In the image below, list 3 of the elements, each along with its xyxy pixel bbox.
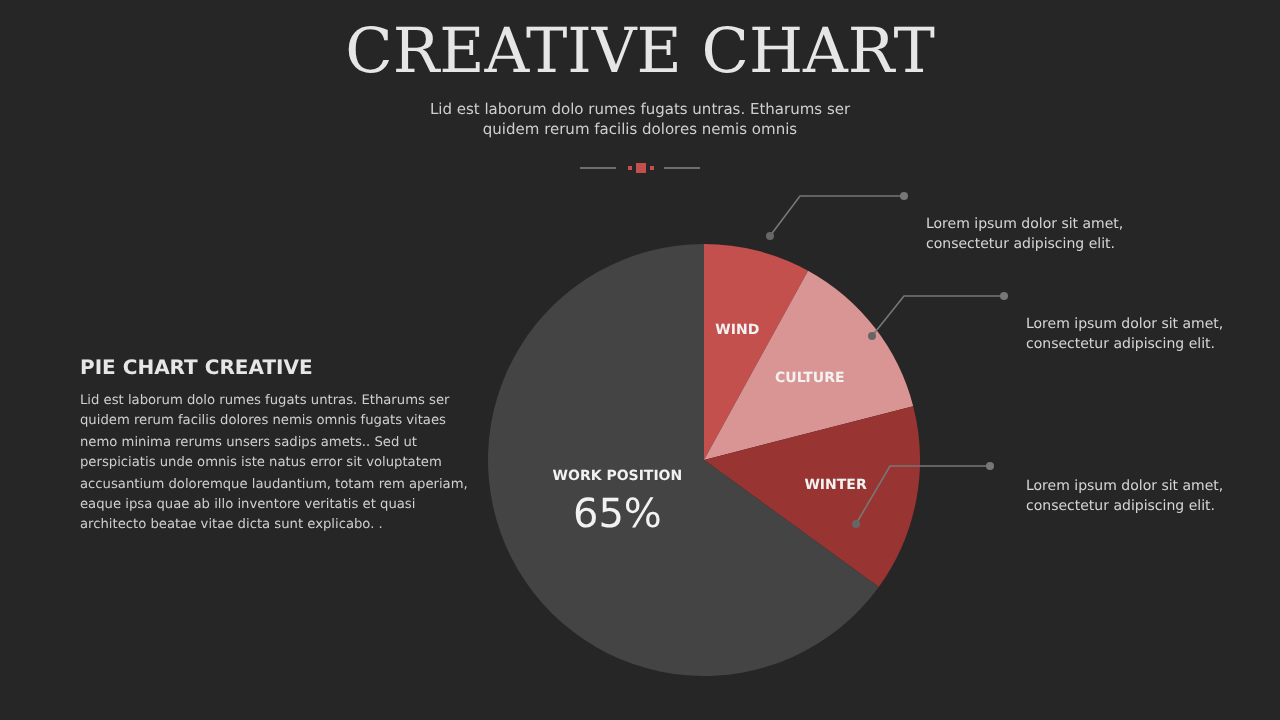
data-label: 65% (572, 488, 662, 537)
chart-title: CREATIVE CHART (343, 16, 937, 88)
text: PIE CHART CREATIVE (80, 358, 313, 380)
